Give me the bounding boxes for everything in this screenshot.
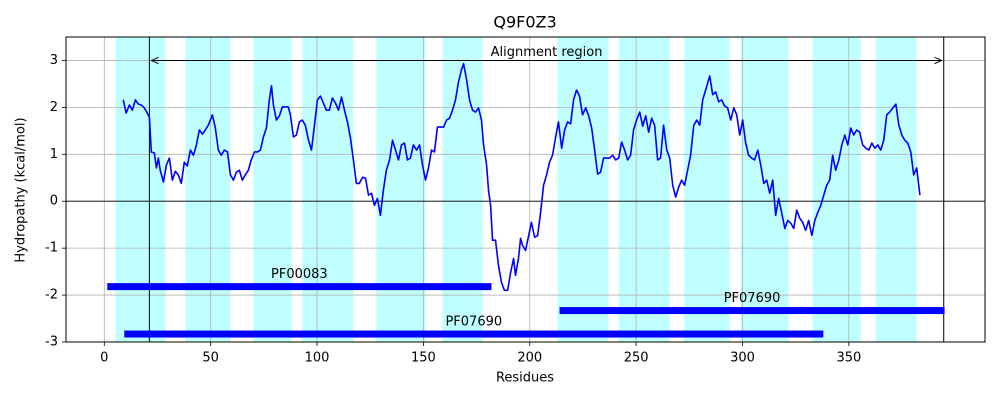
- shaded-region: [253, 37, 292, 342]
- y-tick-label: 0: [50, 194, 58, 209]
- shaded-region: [812, 37, 861, 342]
- shaded-region: [442, 37, 483, 342]
- shaded-region: [740, 37, 789, 342]
- domain-label: PF00083: [271, 267, 328, 282]
- alignment-label: Alignment region: [491, 45, 603, 60]
- hydropathy-line: [122, 62, 921, 292]
- x-axis-label: Residues: [496, 371, 554, 386]
- shaded-region: [302, 37, 354, 342]
- domain-label: PF07690: [724, 291, 781, 306]
- y-tick-label: -1: [45, 241, 58, 256]
- y-tick-label: 2: [50, 100, 58, 115]
- shaded-region: [875, 37, 917, 342]
- chart-title: Q9F0Z3: [493, 13, 556, 32]
- shaded-region: [376, 37, 426, 342]
- domain-label: PF07690: [445, 315, 502, 330]
- y-tick-label: 1: [50, 147, 58, 162]
- x-tick-label: 0: [100, 351, 108, 366]
- domain-bar: [107, 283, 492, 291]
- x-tick-label: 100: [305, 351, 330, 366]
- shaded-region: [115, 37, 166, 342]
- plot-frame: [65, 36, 986, 343]
- y-tick-label: 3: [50, 53, 58, 68]
- x-tick-label: 350: [836, 351, 861, 366]
- y-axis-label: Hydropathy (kcal/mol): [14, 117, 29, 262]
- x-tick-label: 150: [411, 351, 436, 366]
- x-tick-label: 200: [517, 351, 542, 366]
- shaded-region: [557, 37, 609, 342]
- shaded-region: [618, 37, 670, 342]
- domain-bar: [559, 307, 945, 315]
- domain-bar: [124, 330, 824, 338]
- x-tick-label: 50: [202, 351, 219, 366]
- x-tick-label: 300: [730, 351, 755, 366]
- y-tick-label: -2: [45, 288, 58, 303]
- x-tick-label: 250: [624, 351, 649, 366]
- shaded-region: [185, 37, 231, 342]
- y-tick-label: -3: [45, 335, 58, 350]
